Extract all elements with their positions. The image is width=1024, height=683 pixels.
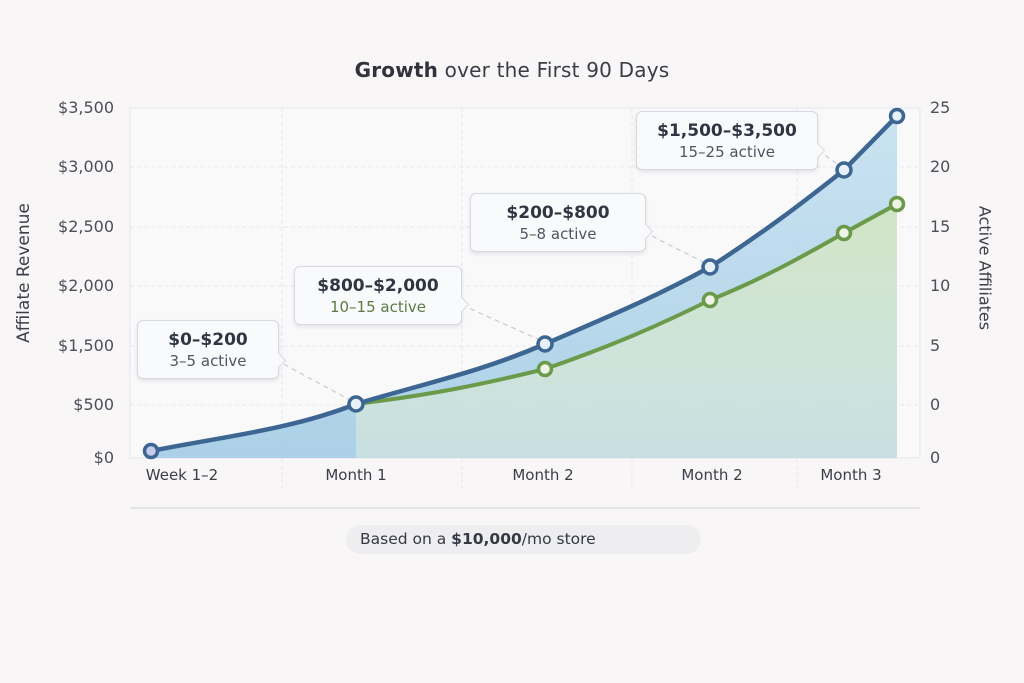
callout-range: $1,500–$3,500 (657, 121, 797, 141)
x-axis-tick: Month 3 (820, 466, 882, 484)
x-axis-tick: Week 1–2 (145, 466, 219, 484)
callout-active: 10–15 active (329, 298, 427, 316)
chart-title-bold: Growth (354, 58, 439, 82)
footnote-suffix: /mo store (521, 530, 596, 548)
left-axis-tick: $3,500 (58, 98, 114, 117)
callout-month-1: $800–$2,000 10–15 active (294, 266, 470, 325)
footnote-badge: Based on a $10,000/mo store (346, 525, 701, 554)
affiliates-area (356, 204, 897, 458)
right-axis-tick: 15 (930, 217, 951, 236)
callout-range: $200–$800 (506, 203, 610, 223)
right-axis-tick: 10 (930, 276, 951, 295)
footnote-prefix: Based on a (360, 530, 452, 548)
x-axis-tick: Month 2 (681, 466, 743, 484)
right-axis-tick: 0 (930, 395, 941, 414)
right-axis-tick: 0 (930, 448, 941, 467)
left-axis-tick: $500 (73, 395, 114, 414)
callout-month-3: $1,500–$3,500 15–25 active (636, 111, 826, 170)
left-axis-tick: $0 (93, 448, 114, 467)
affiliates-line (354, 202, 899, 406)
callout-active: 15–25 active (678, 143, 776, 161)
callout-week-1-2: $0–$200 3–5 active (137, 320, 287, 379)
callout-active: 3–5 active (169, 352, 247, 370)
left-axis-tick: $1,500 (58, 336, 114, 355)
right-axis-tick: 25 (930, 98, 951, 117)
left-axis-tick: $3,000 (58, 157, 114, 176)
left-axis-label: Affilate Revenue (14, 203, 34, 343)
affiliates-markers (536, 195, 906, 378)
left-axis-tick: $2,000 (58, 276, 114, 295)
x-axis-tick: Month 2 (512, 466, 574, 484)
callout-range: $800–$2,000 (317, 276, 439, 296)
right-axis-label: Active Affiliates (975, 205, 995, 331)
callout-month-2: $200–$800 5–8 active (470, 193, 654, 252)
callout-range: $0–$200 (168, 330, 248, 350)
right-axis-tick: 5 (930, 336, 941, 355)
footnote-amount: $10,000 (451, 530, 522, 548)
x-axis-tick: Month 1 (325, 466, 387, 484)
revenue-markers (142, 107, 906, 460)
chart-title-rest: over the First 90 Days (438, 58, 670, 82)
chart-title: Growth over the First 90 Days (0, 58, 1024, 82)
right-axis-tick: 20 (930, 157, 951, 176)
callout-active: 5–8 active (519, 225, 597, 243)
left-axis-tick: $2,500 (58, 217, 114, 236)
